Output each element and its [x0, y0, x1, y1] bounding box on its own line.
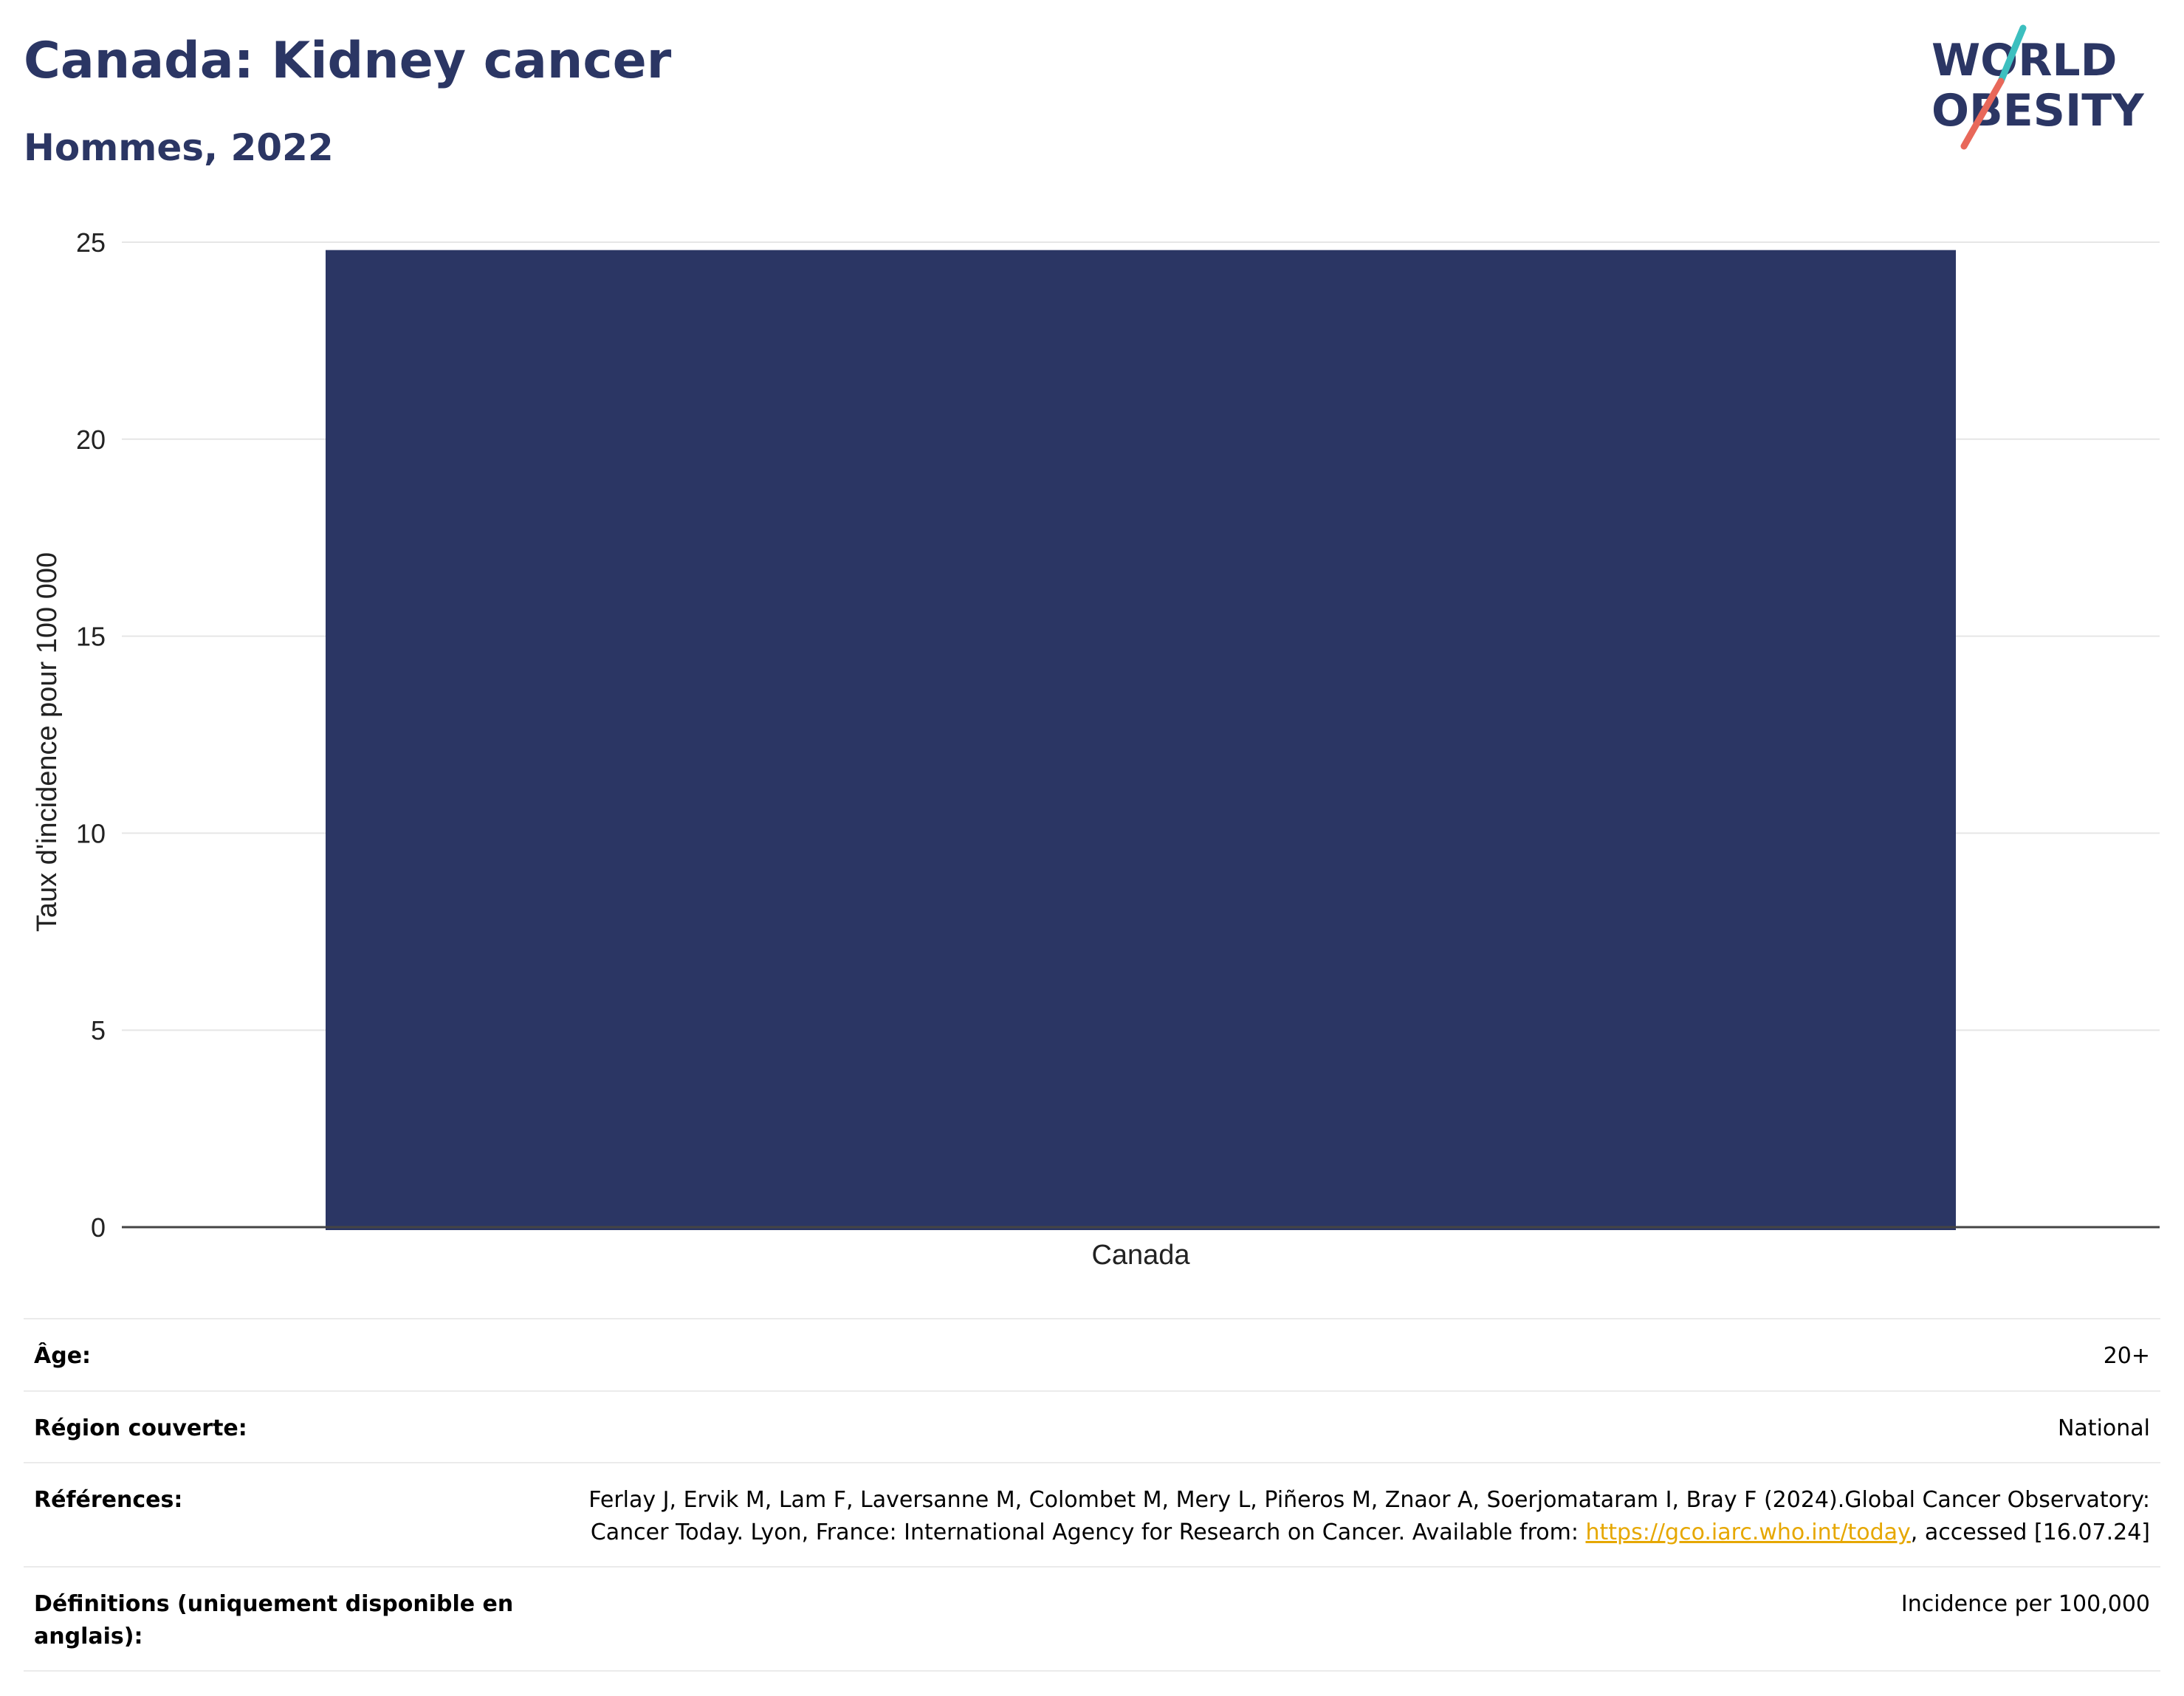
- bar-chart: 0 5 10 15 20 25 Canada Taux d'incidence pour 1…: [32, 227, 2160, 1271]
- logo-slash-bottom: [1960, 78, 2005, 150]
- y-tick-label: 5: [91, 1015, 106, 1046]
- axes: 0 5 10 15 20 25 Canada: [76, 227, 2160, 1271]
- definitions-label: Définitions (uniquement disponible en an…: [34, 1591, 514, 1649]
- references-link[interactable]: https://gco.iarc.who.int/today: [1585, 1519, 1911, 1545]
- metadata-row-age: Âge: 20+: [24, 1319, 2160, 1391]
- y-tick-label: 10: [76, 818, 106, 848]
- age-value: 20+: [2103, 1343, 2150, 1369]
- logo-text-world: WORLD: [1931, 35, 2117, 86]
- definitions-value: Incidence per 100,000: [1900, 1591, 2150, 1617]
- references-text: Ferlay J, Ervik M, Lam F, Laversanne M, …: [588, 1487, 2150, 1545]
- y-tick-label: 15: [76, 622, 106, 652]
- references-accessed: , accessed [16.07.24]: [1910, 1519, 2150, 1545]
- metadata-row-definitions: Définitions (uniquement disponible en an…: [24, 1567, 2160, 1671]
- y-axis-label: Taux d'incidence pour 100 000: [32, 552, 63, 932]
- chart-title: Canada: Kidney cancer: [24, 32, 672, 90]
- chart-subtitle: Hommes, 2022: [24, 126, 334, 169]
- metadata-table: Âge: 20+ Région couverte: National Référ…: [24, 1318, 2160, 1672]
- bar-canada[interactable]: [326, 250, 1956, 1230]
- region-label: Région couverte:: [34, 1415, 247, 1441]
- age-label: Âge:: [34, 1343, 92, 1369]
- references-value: Ferlay J, Ervik M, Lam F, Laversanne M, …: [561, 1463, 2160, 1567]
- logo-text-obesity: OBESITY: [1931, 85, 2145, 137]
- region-value: National: [2057, 1415, 2150, 1441]
- metadata-row-region: Région couverte: National: [24, 1390, 2160, 1463]
- references-label: Références:: [34, 1487, 183, 1513]
- x-tick-label: Canada: [1091, 1240, 1190, 1271]
- metadata-row-references: Références: Ferlay J, Ervik M, Lam F, La…: [24, 1463, 2160, 1567]
- logo-slash-top: [1997, 24, 2027, 85]
- bars: [326, 250, 1956, 1230]
- y-tick-label: 25: [76, 227, 106, 258]
- y-tick-label: 0: [91, 1212, 106, 1243]
- world-obesity-logo: WORLD OBESITY: [1931, 24, 2145, 150]
- y-tick-label: 20: [76, 425, 106, 455]
